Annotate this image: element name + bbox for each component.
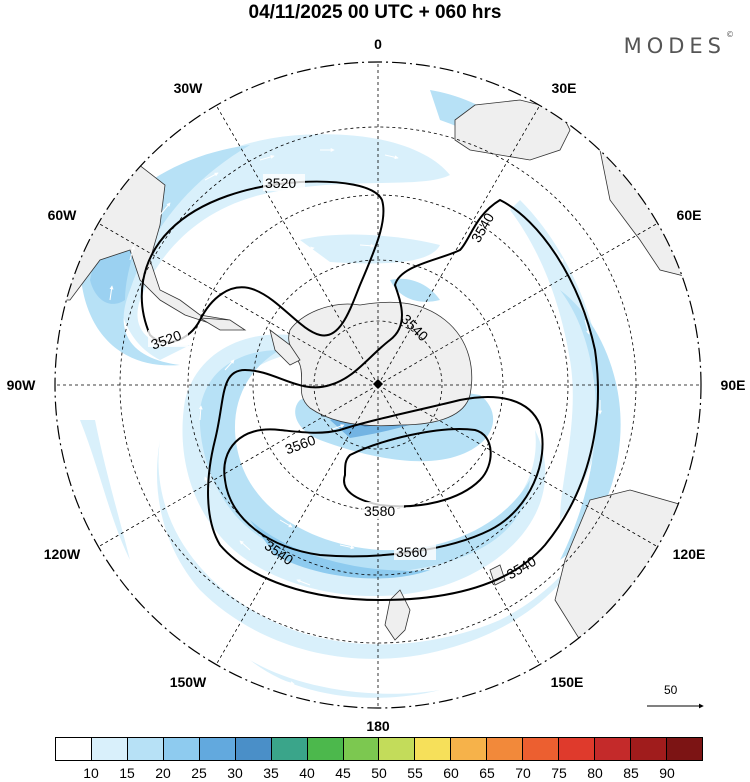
contour-label: 3560 (396, 544, 427, 560)
lon-label-120e: 120E (673, 546, 706, 562)
lon-label-60e: 60E (677, 207, 702, 223)
colorbar-tick-label: 15 (119, 765, 135, 781)
colorbar-tick-label: 60 (443, 765, 459, 781)
colorbar-tick-label: 90 (659, 765, 675, 781)
colorbar-tick-label: 50 (371, 765, 387, 781)
colorbar-tick-label: 20 (155, 765, 171, 781)
lon-label-180: 180 (366, 718, 390, 734)
colorbar-swatch (595, 738, 631, 760)
colorbar-swatch (307, 738, 344, 760)
lon-label-150w: 150W (170, 674, 207, 690)
colorbar-swatch (91, 738, 128, 760)
colorbar-swatch (379, 738, 416, 760)
lon-label-30e: 30E (552, 80, 577, 96)
colorbar-tick-label: 40 (299, 765, 315, 781)
colorbar-swatch (56, 738, 92, 760)
colorbar-swatch (451, 738, 488, 760)
colorbar-tick-label: 55 (407, 765, 423, 781)
colorbar (55, 737, 703, 761)
polar-map: 3520 3520 3540 3540 3560 3580 3560 3540 … (7, 36, 746, 734)
lon-label-90w: 90W (7, 377, 37, 393)
colorbar-swatch (559, 738, 596, 760)
lon-label-150e: 150E (551, 674, 584, 690)
lon-label-90e: 90E (721, 377, 746, 393)
map-boundary (54, 61, 702, 709)
lon-label-30w: 30W (174, 80, 204, 96)
wind-vectors (109, 148, 631, 686)
brand-logo: MODES© (623, 30, 734, 58)
colorbar-tick-label: 85 (623, 765, 639, 781)
colorbar-tick-label: 10 (83, 765, 99, 781)
colorbar-tick-label: 25 (191, 765, 207, 781)
colorbar-swatch (271, 738, 308, 760)
contour-label: 3580 (364, 503, 395, 519)
colorbar-tick-label: 65 (479, 765, 495, 781)
colorbar-swatch (666, 738, 702, 760)
longitude-labels: 0 30W 30E 60W 60E 90W 90E 120W 120E 150W… (7, 36, 746, 734)
lon-label-0: 0 (374, 36, 382, 52)
colorbar-swatch (343, 738, 380, 760)
colorbar-swatch (235, 738, 272, 760)
chart-title: 04/11/2025 00 UTC + 060 hrs (248, 2, 502, 23)
colorbar-swatch (415, 738, 452, 760)
colorbar-swatch (199, 738, 236, 760)
colorbar-swatch (163, 738, 200, 760)
colorbar-tick-label: 45 (335, 765, 351, 781)
colorbar-swatch (523, 738, 560, 760)
colorbar-tick-label: 70 (515, 765, 531, 781)
colorbar-tick-label: 30 (227, 765, 243, 781)
pole-marker (373, 379, 383, 389)
lon-label-60w: 60W (48, 207, 78, 223)
colorbar-tick-label: 75 (551, 765, 567, 781)
colorbar-tick-label: 35 (263, 765, 279, 781)
colorbar-labels: 10 15 20 25 30 35 40 45 50 55 60 65 70 75 80 85 90 (55, 765, 703, 781)
colorbar-swatch (487, 738, 524, 760)
contour-label: 3520 (265, 175, 296, 191)
reference-vector-label: 50 (664, 683, 678, 697)
lon-label-120w: 120W (44, 546, 81, 562)
colorbar-swatch (127, 738, 164, 760)
colorbar-tick-label: 80 (587, 765, 603, 781)
colorbar-swatch (631, 738, 667, 760)
